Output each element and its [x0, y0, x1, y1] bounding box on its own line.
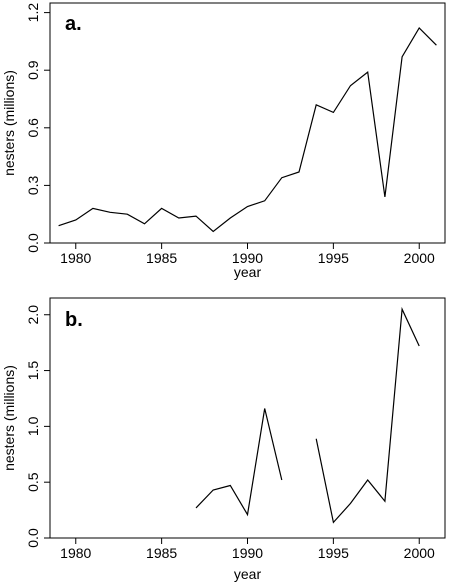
data-point [401, 56, 403, 58]
plot-frame [49, 297, 446, 539]
data-point [350, 502, 352, 504]
data-point [264, 200, 266, 202]
x-tick-label: 1990 [232, 250, 263, 266]
data-point [350, 85, 352, 87]
data-point [109, 211, 111, 213]
x-tick-label: 1985 [146, 545, 177, 561]
data-point [264, 408, 266, 410]
data-point [247, 514, 249, 516]
data-point [315, 438, 317, 440]
panel-label: a. [65, 13, 82, 35]
chart-panel-2: b. 1980 1985 1990 1995 2000 0.0 0.5 1.0 1.5 2.0 yea… [1, 297, 446, 582]
x-axis-label: year [234, 264, 262, 280]
data-point [212, 489, 214, 491]
data-point [247, 206, 249, 208]
y-tick-label: 1.5 [25, 361, 41, 381]
x-tick-label: 1980 [60, 545, 91, 561]
x-tick-label: 1995 [318, 250, 349, 266]
data-point [178, 217, 180, 219]
data-point [281, 177, 283, 179]
y-tick-label: 0.9 [25, 60, 41, 80]
data-point [332, 521, 334, 523]
data-point [195, 507, 197, 509]
y-tick-label: 0.0 [25, 233, 41, 253]
y-tick-label: 0.5 [25, 472, 41, 492]
x-axis-label: year [234, 566, 262, 582]
data-point [161, 207, 163, 209]
data-point [212, 231, 214, 233]
x-tick-label: 1985 [146, 250, 177, 266]
series-line-1 [195, 306, 420, 524]
x-tick-label: 2000 [404, 250, 435, 266]
data-point [367, 479, 369, 481]
data-point [384, 196, 386, 198]
data-point [144, 223, 146, 225]
y-axis-label: nesters (millions) [1, 70, 17, 176]
y-tick-label: 2.0 [25, 305, 41, 325]
chart-panel-1: a. 1980 1985 1990 1995 2000 0.0 0.3 0.6 0.9 1.2 yea… [1, 2, 446, 280]
data-point [195, 215, 197, 217]
data-point [229, 485, 231, 487]
data-point [58, 225, 60, 227]
data-point [367, 71, 369, 73]
y-tick-label: 1.2 [25, 3, 41, 23]
y-tick-label: 0.0 [25, 528, 41, 548]
data-point [92, 207, 94, 209]
data-point [298, 171, 300, 173]
data-point [418, 27, 420, 29]
y-tick-label: 0.3 [25, 175, 41, 195]
data-point [418, 345, 420, 347]
data-point [384, 500, 386, 502]
x-tick-label: 1995 [318, 545, 349, 561]
data-point [75, 219, 77, 221]
data-point [435, 44, 437, 46]
data-point [332, 111, 334, 113]
x-tick-label: 1990 [232, 545, 263, 561]
y-tick-label: 1.0 [25, 416, 41, 436]
y-axis-label: nesters (millions) [1, 365, 17, 471]
x-tick-label: 1980 [60, 250, 91, 266]
data-point [229, 217, 231, 219]
data-point [281, 479, 283, 481]
series-line-1 [58, 27, 437, 233]
x-tick-label: 2000 [404, 545, 435, 561]
data-point [126, 213, 128, 215]
panel-label: b. [65, 309, 83, 331]
data-point [315, 104, 317, 106]
y-tick-label: 0.6 [25, 118, 41, 138]
data-point [401, 308, 403, 310]
